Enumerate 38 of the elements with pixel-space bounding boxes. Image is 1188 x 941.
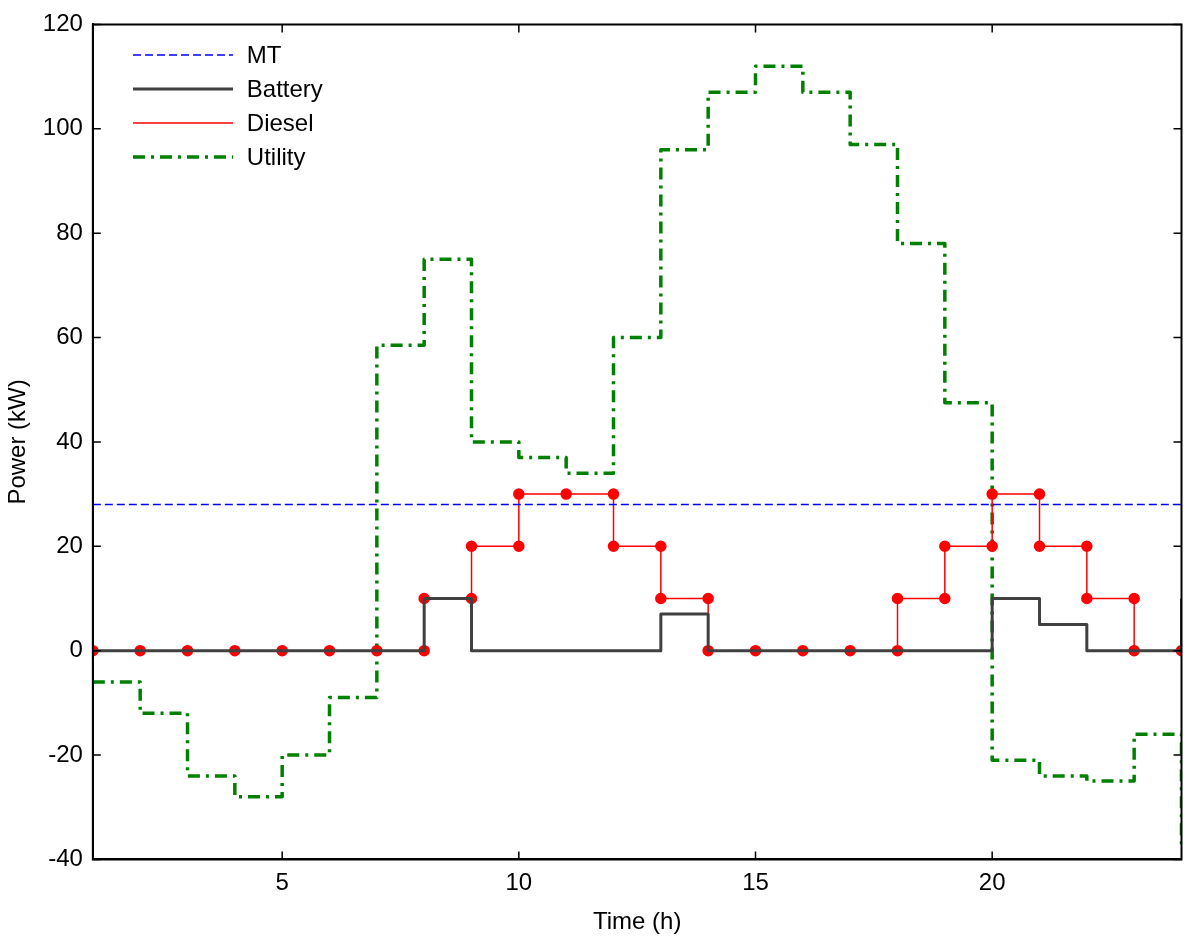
point — [1128, 592, 1140, 605]
legend-label: Battery — [246, 74, 323, 105]
y-tick-label: 40 — [56, 426, 83, 454]
x-axis-title: Time (h) — [592, 907, 682, 935]
legend-label: Utility — [246, 142, 306, 173]
y-tick-label: 100 — [42, 113, 83, 141]
point — [1081, 592, 1093, 605]
point — [560, 488, 572, 500]
legend-label: MT — [246, 40, 282, 71]
y-tick-label: 20 — [56, 530, 83, 558]
y-tick-label: -40 — [48, 844, 83, 872]
point — [702, 592, 714, 605]
point — [607, 488, 620, 500]
point — [1033, 488, 1046, 500]
x-tick-label: 10 — [505, 868, 533, 896]
y-tick-label: 60 — [56, 322, 83, 350]
legend-label: Diesel — [246, 108, 314, 139]
point — [939, 592, 951, 605]
y-tick-label: 80 — [56, 217, 83, 245]
point — [465, 540, 478, 553]
x-tick-label: 15 — [742, 868, 769, 896]
point — [607, 540, 620, 553]
point — [986, 488, 998, 500]
point — [1081, 540, 1093, 553]
point — [655, 592, 667, 605]
point — [655, 540, 667, 553]
point — [1033, 540, 1046, 553]
point — [939, 540, 951, 553]
x-tick-label: 20 — [978, 868, 1006, 896]
y-tick-label: -20 — [48, 739, 83, 767]
y-tick-label: 120 — [42, 9, 83, 37]
point — [513, 540, 525, 553]
point — [513, 488, 525, 500]
point — [986, 540, 998, 553]
y-axis-title: Power (kW) — [3, 379, 31, 505]
x-tick-label: 5 — [275, 868, 289, 896]
y-tick-label: 0 — [69, 635, 83, 663]
point — [891, 592, 904, 605]
